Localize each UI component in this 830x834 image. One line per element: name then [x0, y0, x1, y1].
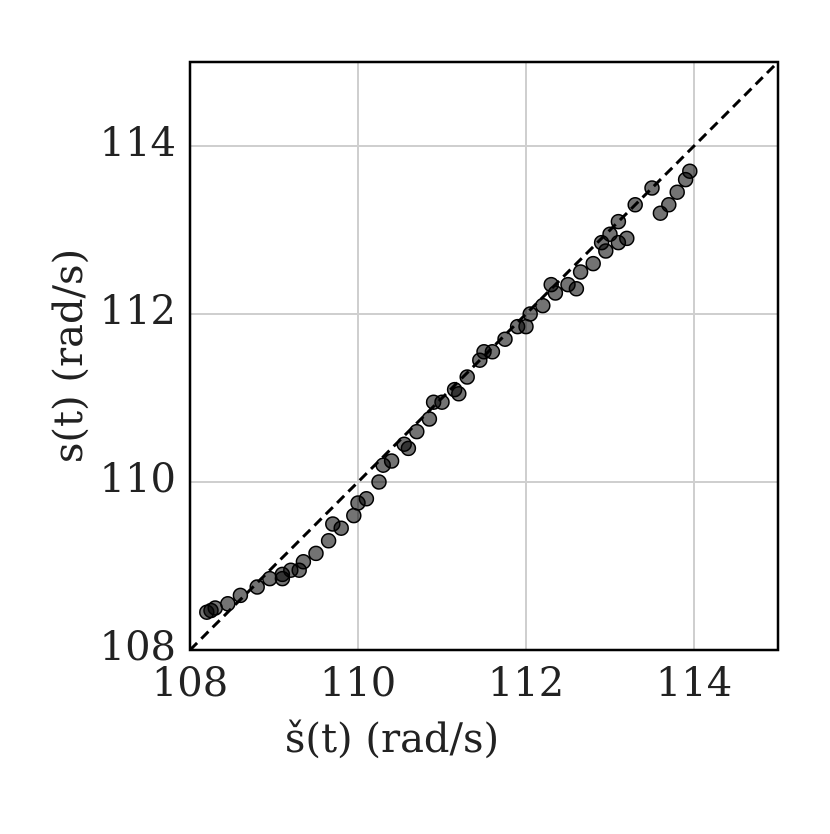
point	[291, 562, 307, 578]
point	[371, 474, 387, 490]
point	[543, 276, 559, 293]
x-axis-label: š(t) (rad/s)	[285, 716, 499, 762]
point	[400, 440, 417, 457]
point	[421, 411, 438, 427]
point	[425, 394, 442, 410]
y-tick-label: 114	[100, 120, 176, 166]
point	[669, 184, 685, 200]
x-tick-label: 110	[320, 660, 396, 706]
point	[572, 264, 589, 280]
point	[274, 570, 291, 587]
point	[602, 226, 618, 242]
point	[220, 596, 236, 612]
y-tick-label: 110	[100, 456, 176, 502]
point	[451, 386, 467, 402]
y-tick-label: 108	[100, 624, 176, 670]
x-tick-label: 108	[152, 660, 228, 706]
point	[535, 297, 551, 314]
reference-line	[188, 60, 780, 652]
point	[476, 344, 492, 360]
point	[568, 281, 585, 297]
point	[308, 545, 324, 562]
point	[350, 495, 366, 511]
x-tick-label: 112	[488, 660, 564, 706]
x-tick-label: 114	[656, 660, 732, 706]
y-tick-label: 112	[100, 288, 176, 334]
plot-frame	[188, 60, 780, 652]
point	[661, 197, 677, 213]
point	[249, 579, 265, 595]
point	[409, 423, 425, 440]
point	[682, 163, 698, 179]
point	[232, 587, 249, 604]
point	[518, 318, 534, 335]
point	[585, 255, 601, 272]
point	[497, 331, 513, 347]
point	[320, 533, 337, 549]
point	[375, 457, 391, 473]
y-axis-label: s(t) (rad/s)	[46, 249, 92, 463]
point	[325, 516, 341, 532]
point	[619, 230, 635, 247]
point	[459, 369, 475, 385]
